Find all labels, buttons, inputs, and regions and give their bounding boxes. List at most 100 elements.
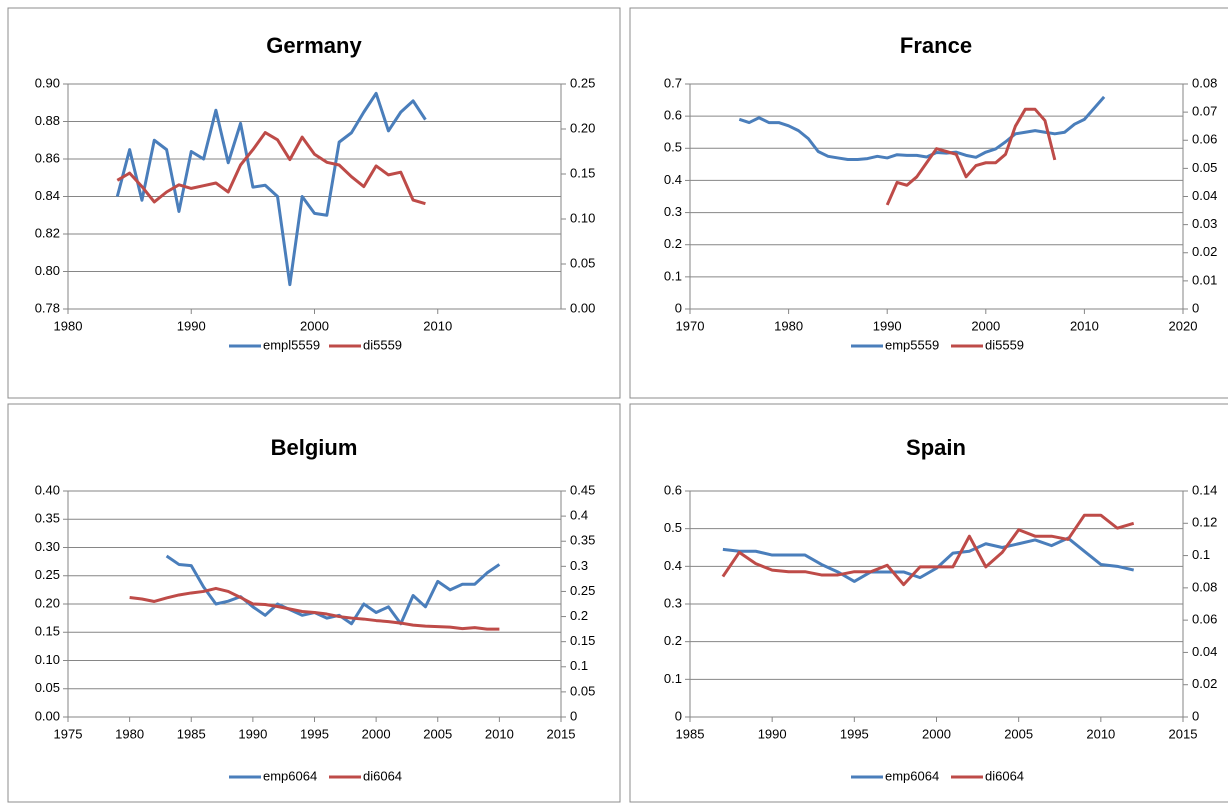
y-tick-label: 0.3 <box>664 595 682 610</box>
y-tick-label: 0.20 <box>35 595 60 610</box>
y2-tick-label: 0.15 <box>570 165 595 180</box>
panel-border <box>629 7 1228 399</box>
y2-tick-label: 0.02 <box>1192 676 1217 691</box>
x-tick-label: 1990 <box>758 726 787 741</box>
y2-tick-label: 0.04 <box>1192 644 1217 659</box>
x-tick-label: 2000 <box>300 318 329 333</box>
x-tick-label: 1990 <box>238 726 267 741</box>
x-tick-label: 1980 <box>115 726 144 741</box>
y2-tick-label: 0 <box>1192 708 1199 723</box>
data-line <box>738 95 1106 162</box>
y2-tick-label: 0.03 <box>1192 216 1217 231</box>
y-tick-label: 0.4 <box>664 172 682 187</box>
panel-border <box>7 403 621 803</box>
y2-tick-label: 0.08 <box>1192 75 1217 90</box>
legend-label: di5559 <box>363 337 402 352</box>
y2-tick-label: 0.05 <box>1192 160 1217 175</box>
y-tick-label: 0.30 <box>35 539 60 554</box>
y2-tick-label: 0.08 <box>1192 579 1217 594</box>
legend-label: di6064 <box>363 768 402 783</box>
chart-panel: Belgium 0.00 0.05 0.1 0 0.15 0.20 0.25 0.30 0.35 0… <box>7 403 621 803</box>
y-tick-label: 0.05 <box>35 680 60 695</box>
y2-tick-label: 0.04 <box>1192 188 1217 203</box>
panel-border <box>7 7 621 399</box>
y2-tick-label: 0.10 <box>570 210 595 225</box>
y-tick-label: 0.35 <box>35 511 60 526</box>
y-tick-label: 0 <box>675 708 682 723</box>
x-tick-label: 2005 <box>423 726 452 741</box>
y2-tick-label: 0 <box>1192 300 1199 315</box>
y-tick-label: 0.25 <box>35 567 60 582</box>
y-tick-label: 0 <box>675 300 682 315</box>
y2-tick-label: 0.06 <box>1192 132 1217 147</box>
y2-tick-label: 0.05 <box>570 683 595 698</box>
x-tick-label: 1985 <box>177 726 206 741</box>
y2-tick-label: 0.00 <box>570 300 595 315</box>
y2-tick-label: 0.12 <box>1192 515 1217 530</box>
y-tick-label: 0.7 <box>664 75 682 90</box>
y2-tick-label: 0.25 <box>570 75 595 90</box>
y-tick-label: 0.2 <box>664 633 682 648</box>
legend-label: emp5559 <box>885 337 939 352</box>
x-tick-label: 2010 <box>1070 318 1099 333</box>
x-tick-label: 2000 <box>971 318 1000 333</box>
y2-tick-label: 0.20 <box>570 120 595 135</box>
y-tick-label: 0.15 <box>35 624 60 639</box>
y2-tick-label: 0.4 <box>570 508 588 523</box>
y2-tick-label: 0.14 <box>1192 482 1217 497</box>
x-tick-label: 1980 <box>774 318 803 333</box>
y-tick-label: 0.1 <box>664 671 682 686</box>
y2-tick-label: 0.45 <box>570 482 595 497</box>
x-tick-label: 2015 <box>1169 726 1198 741</box>
x-tick-label: 2010 <box>423 318 452 333</box>
y-tick-label: 0.1 <box>664 268 682 283</box>
y2-tick-label: 0.06 <box>1192 612 1217 627</box>
x-tick-label: 1990 <box>873 318 902 333</box>
x-tick-label: 1990 <box>177 318 206 333</box>
x-tick-label: 1995 <box>840 726 869 741</box>
data-line <box>129 586 500 631</box>
y2-tick-label: 0.1 <box>570 658 588 673</box>
y2-tick-label: 0.07 <box>1192 104 1217 119</box>
y2-tick-label: 0.02 <box>1192 244 1217 259</box>
y-tick-label: 0.00 <box>35 708 60 723</box>
y-tick-label: 0.2 <box>664 236 682 251</box>
x-tick-label: 1995 <box>300 726 329 741</box>
y-tick-label: 0.80 <box>35 263 60 278</box>
data-line <box>116 131 426 206</box>
data-line <box>115 91 427 287</box>
y-tick-label: 0.78 <box>35 300 60 315</box>
x-tick-label: 2000 <box>922 726 951 741</box>
y2-tick-label: 0.35 <box>570 533 595 548</box>
data-line <box>721 513 1135 587</box>
y-tick-label: 0.4 <box>664 558 682 573</box>
y-tick-label: 0.5 <box>664 140 682 155</box>
y2-tick-label: 0.25 <box>570 583 595 598</box>
y-tick-label: 0.3 <box>664 204 682 219</box>
x-tick-label: 1970 <box>676 318 705 333</box>
legend-label: di5559 <box>985 337 1024 352</box>
data-line <box>885 107 1057 206</box>
panel-border <box>629 403 1228 803</box>
x-tick-label: 2010 <box>485 726 514 741</box>
y-tick-label: 0.84 <box>35 188 60 203</box>
y-tick-label: 0.40 <box>35 482 60 497</box>
y2-tick-label: 0.2 <box>570 608 588 623</box>
x-tick-label: 2005 <box>1004 726 1033 741</box>
y-tick-label: 0.5 <box>664 520 682 535</box>
y-tick-label: 0.6 <box>664 482 682 497</box>
legend-label: emp6064 <box>263 768 317 783</box>
x-tick-label: 2000 <box>362 726 391 741</box>
chart-title: Spain <box>906 435 966 460</box>
chart-panel: France 0 0.1 0.2 0.3 0.4 0.5 0.6 0.7 0 0.01 0.02 0.0… <box>629 7 1228 399</box>
y2-tick-label: 0 <box>570 708 577 723</box>
y2-tick-label: 0.1 <box>1192 547 1210 562</box>
chart-panel: Germany 0.78 0.80 0.82 0.84 0.86 0.88 0.90 0.00 0… <box>7 7 621 399</box>
chart-title: Belgium <box>271 435 358 460</box>
y-tick-label: 0.86 <box>35 150 60 165</box>
legend-label: emp6064 <box>885 768 939 783</box>
legend-label: empl5559 <box>263 337 320 352</box>
x-tick-label: 1980 <box>54 318 83 333</box>
chart-title: France <box>900 33 972 58</box>
